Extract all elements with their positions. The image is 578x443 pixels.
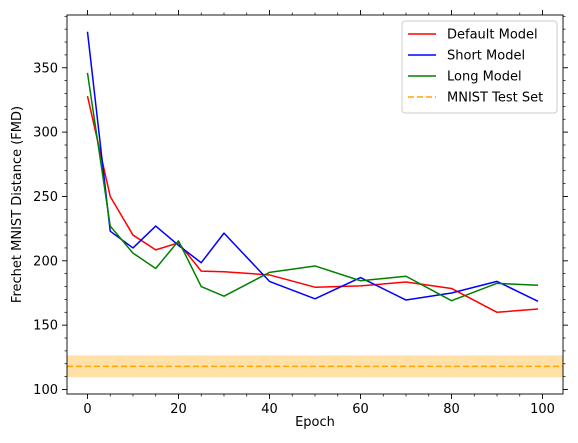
series-layer [86,31,539,314]
y-tick-label: 250 [33,190,58,205]
y-tick-label: 200 [33,254,58,269]
legend-label-default-model: Default Model [447,28,538,43]
legend-label-short-model: Short Model [447,49,525,64]
series-line-short-model [86,31,539,303]
x-tick-label: 100 [530,402,555,417]
y-tick-label: 100 [33,383,58,398]
plot-frame [66,14,564,395]
x-tick-label: 40 [261,402,278,417]
y-axis-label: Frechet MNIST Distance (FMD) [10,106,25,303]
legend-label-mnist-test-set: MNIST Test Set [447,91,543,106]
x-tick-label: 80 [443,402,460,417]
legend: Default Model Short Model Long Model MNIST … [401,20,558,114]
x-tick-label: 60 [352,402,369,417]
series-line-long-model [86,72,539,302]
x-axis-label: Epoch [295,415,335,430]
axes-layer: 0 20 40 60 80 100 100 150 200 250 300 350 [33,10,568,417]
legend-label-long-model: Long Model [447,70,522,85]
y-tick-label: 150 [33,319,58,334]
x-tick-label: 0 [83,402,91,417]
x-tick-label: 20 [170,402,187,417]
series-line-default-model [86,95,539,314]
legend-items: Default Model Short Model Long Model MNIST … [408,28,543,106]
y-tick-label: 350 [33,61,58,76]
y-tick-label: 300 [33,126,58,141]
legend-box [401,20,558,114]
